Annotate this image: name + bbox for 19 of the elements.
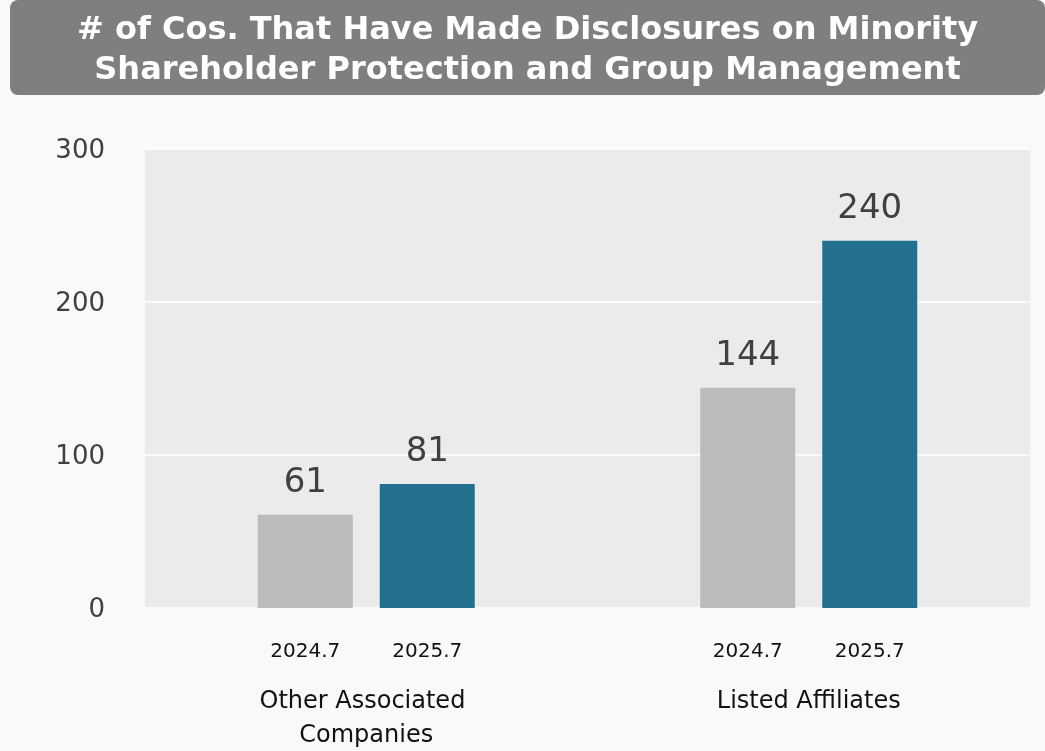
series-label: 2024.7 <box>270 638 341 662</box>
bar <box>822 240 918 608</box>
x-tick-label: Listed Affiliates <box>716 686 901 714</box>
x-tick-label: Other Associated Companies <box>259 686 473 748</box>
data-label: 144 <box>715 332 781 373</box>
series-label: 2025.7 <box>392 638 463 662</box>
data-label: 81 <box>405 429 449 470</box>
y-tick-label: 0 <box>88 593 105 623</box>
data-label: 240 <box>837 185 903 226</box>
y-tick-label: 100 <box>55 440 105 470</box>
chart-title: # of Cos. That Have Made Disclosures on Minority Shareholder Protection and Group Management <box>10 0 1045 95</box>
y-tick-label: 300 <box>55 134 105 164</box>
y-tick-label: 200 <box>55 287 105 317</box>
data-label: 61 <box>283 459 327 500</box>
text: 2025.7 <box>834 638 905 662</box>
bar <box>700 387 796 608</box>
text: 2024.7 <box>712 638 783 662</box>
bar <box>379 484 475 608</box>
bar <box>257 514 353 608</box>
